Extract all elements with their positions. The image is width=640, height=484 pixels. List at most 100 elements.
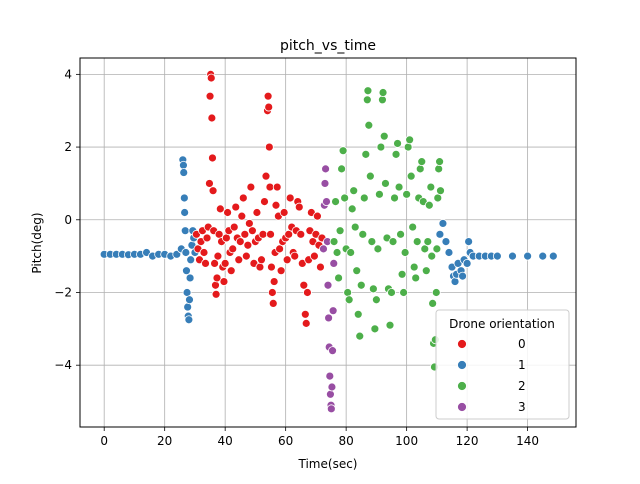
x-axis-label: Time(sec) — [298, 457, 358, 471]
data-point — [267, 288, 277, 297]
data-point — [276, 266, 286, 276]
data-point — [199, 248, 209, 257]
data-point — [258, 229, 268, 239]
data-point — [356, 280, 366, 290]
data-point — [358, 229, 368, 239]
data-point — [185, 295, 194, 305]
data-point — [179, 168, 189, 177]
data-point — [207, 113, 217, 123]
data-point — [205, 91, 215, 101]
data-point — [263, 91, 273, 101]
data-point — [361, 149, 371, 159]
data-point — [272, 182, 282, 192]
data-point — [220, 259, 230, 268]
data-point — [229, 222, 239, 232]
data-point — [400, 248, 410, 257]
data-point — [343, 288, 353, 297]
data-point — [388, 237, 398, 246]
data-point — [179, 193, 189, 203]
data-point — [301, 318, 311, 328]
data-point — [337, 164, 347, 174]
data-point — [266, 229, 275, 239]
data-point — [234, 255, 244, 265]
data-point — [364, 120, 374, 130]
legend-label: 1 — [518, 358, 526, 372]
data-point — [420, 244, 430, 254]
data-point — [396, 229, 405, 239]
series-1 — [99, 155, 558, 325]
data-point — [450, 277, 460, 286]
data-point — [391, 149, 401, 159]
data-point — [182, 266, 191, 276]
data-point — [432, 244, 442, 254]
data-point — [548, 251, 558, 261]
data-point — [332, 248, 342, 257]
data-point — [393, 139, 402, 148]
data-point — [397, 269, 407, 279]
data-point — [387, 288, 396, 297]
x-tick-label: 80 — [339, 434, 354, 448]
data-point — [367, 237, 377, 246]
x-tick-label: 120 — [456, 434, 479, 448]
data-point — [294, 202, 304, 212]
data-point — [381, 179, 390, 188]
data-point — [402, 189, 412, 199]
data-point — [290, 251, 300, 261]
series-0 — [192, 69, 327, 328]
data-point — [214, 229, 224, 239]
data-point — [438, 219, 448, 228]
data-point — [223, 208, 232, 217]
data-point — [210, 259, 219, 268]
data-point — [241, 251, 251, 261]
data-point — [338, 146, 348, 156]
data-point — [363, 86, 373, 96]
data-point — [406, 171, 416, 181]
data-point — [331, 197, 340, 207]
data-point — [329, 237, 339, 246]
data-point — [376, 142, 386, 152]
data-point — [180, 226, 190, 236]
data-point — [492, 251, 502, 261]
legend-box — [435, 309, 570, 420]
data-point — [350, 222, 360, 232]
data-point — [299, 280, 309, 290]
data-point — [328, 306, 338, 316]
data-point — [349, 186, 359, 196]
data-point — [264, 142, 274, 152]
data-point — [403, 142, 413, 152]
data-point — [399, 288, 409, 297]
y-tick-label: 2 — [64, 140, 72, 154]
data-point — [368, 284, 378, 294]
data-point — [323, 280, 333, 290]
y-axis-ticks: −4 −2 0 2 4 — [54, 67, 80, 372]
data-point — [231, 202, 241, 212]
data-point — [427, 251, 437, 261]
y-tick-label: 4 — [64, 67, 72, 81]
data-point — [268, 298, 278, 308]
data-point — [421, 266, 431, 276]
data-point — [211, 289, 221, 299]
data-point — [436, 186, 445, 196]
data-point — [423, 237, 433, 246]
data-point — [424, 200, 434, 210]
series-3 — [319, 164, 339, 414]
data-point — [271, 200, 281, 210]
y-tick-label: 0 — [64, 213, 72, 227]
data-point — [184, 315, 194, 325]
data-point — [375, 189, 384, 199]
data-point — [434, 164, 444, 174]
data-point — [322, 197, 331, 207]
data-point — [371, 295, 381, 305]
data-point — [508, 251, 517, 261]
x-tick-label: 100 — [395, 434, 418, 448]
data-point — [181, 248, 191, 257]
data-point — [352, 266, 362, 276]
data-point — [335, 226, 345, 236]
data-point — [355, 331, 365, 341]
data-point — [321, 164, 330, 174]
data-point — [327, 382, 337, 392]
data-point — [415, 164, 425, 174]
data-point — [340, 193, 350, 203]
data-point — [320, 179, 330, 188]
